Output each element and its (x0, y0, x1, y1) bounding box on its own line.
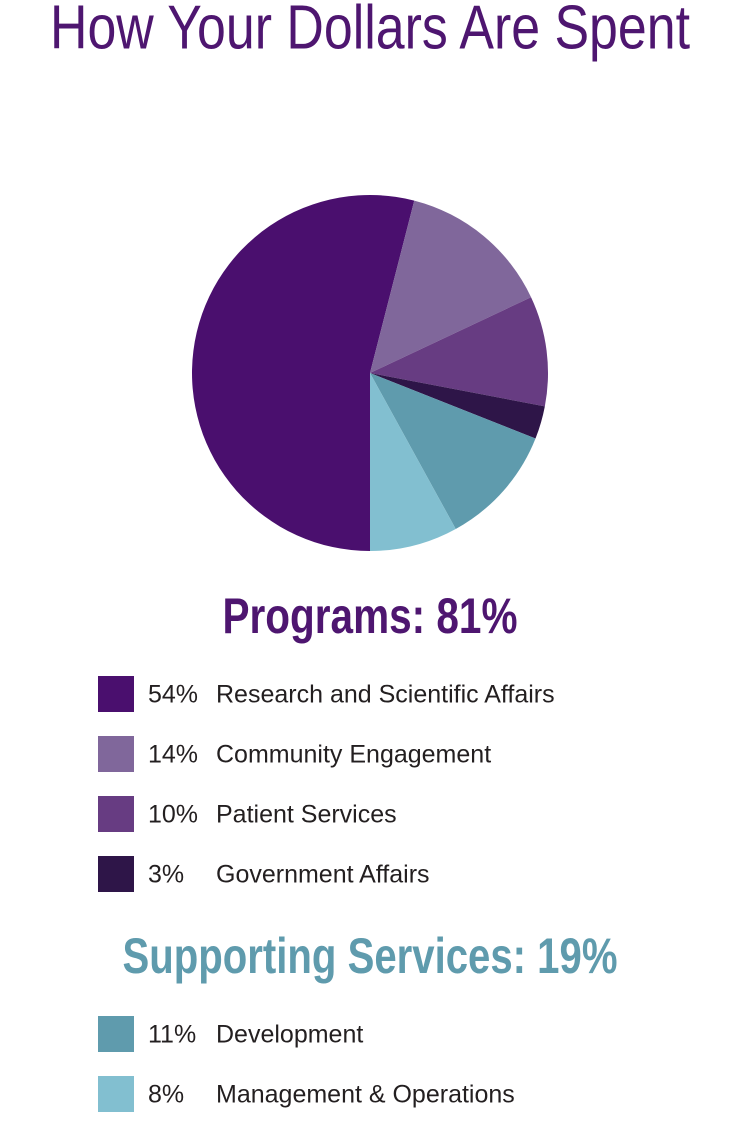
pie-slice (370, 373, 456, 551)
legend-value: 54% (148, 681, 198, 709)
pie-slice (370, 373, 545, 439)
legend-label: Research and Scientific Affairs (216, 681, 555, 709)
legend-value: 14% (148, 741, 198, 769)
group-title: Supporting Services: 19% (123, 928, 618, 984)
legend-swatch (98, 1016, 134, 1052)
legend-label: Patient Services (216, 801, 397, 829)
pie-slice (370, 373, 536, 529)
legend-swatch (98, 1076, 134, 1112)
pie-slice (192, 195, 415, 551)
chart-title: How Your Dollars Are Spent (50, 0, 690, 62)
pie-slice (370, 297, 548, 407)
legend-value: 3% (148, 861, 184, 889)
legend-label: Development (216, 1021, 363, 1049)
legend-label: Management & Operations (216, 1081, 515, 1109)
legend-swatch (98, 676, 134, 712)
legend-swatch (98, 856, 134, 892)
legend-value: 8% (148, 1081, 184, 1109)
legend-value: 10% (148, 801, 198, 829)
pie-slice (370, 200, 532, 373)
legend-swatch (98, 796, 134, 832)
legend-value: 11% (148, 1021, 196, 1049)
group-title: Programs: 81% (223, 588, 518, 644)
legend-swatch (98, 736, 134, 772)
legend-label: Government Affairs (216, 861, 430, 889)
legend-label: Community Engagement (216, 741, 491, 769)
